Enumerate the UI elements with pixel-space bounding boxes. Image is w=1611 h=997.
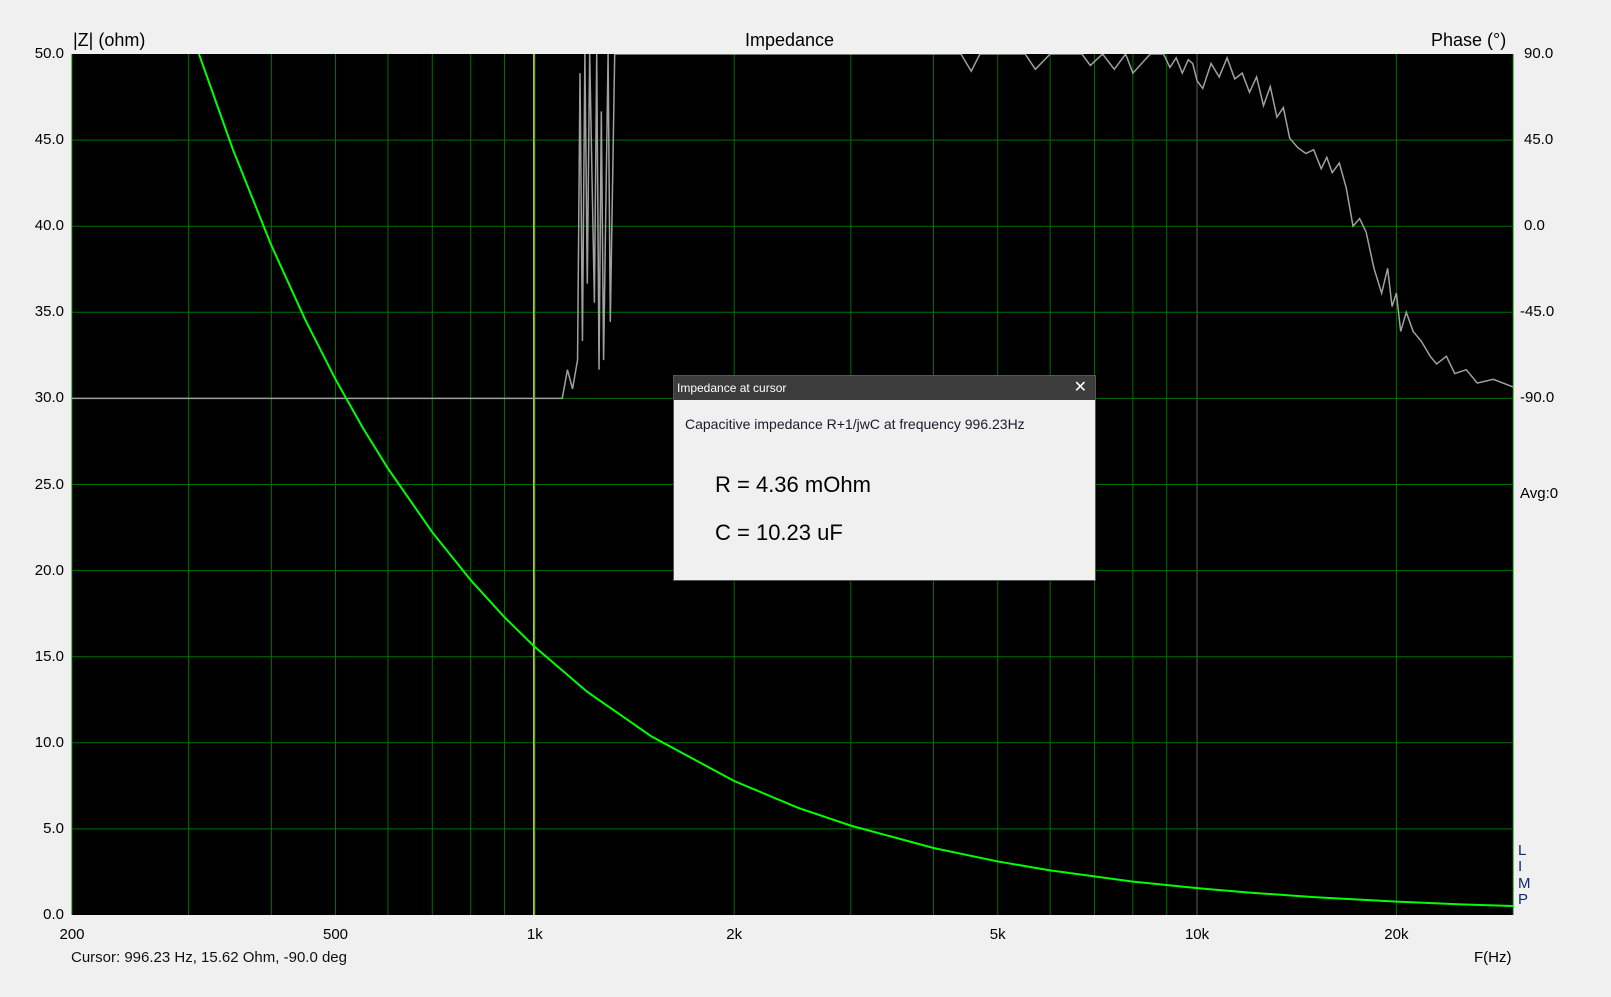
y-axis-label: |Z| (ohm) <box>73 30 146 50</box>
magnitude-series-line <box>198 54 1513 908</box>
y-tick-label: 35.0 <box>34 303 64 321</box>
limp-logo-l: L <box>1518 842 1527 859</box>
x-axis-label: F(Hz) <box>1474 949 1512 966</box>
dialog-title-bar[interactable]: Impedance at cursor ✕ <box>674 376 1095 400</box>
y2-axis-label: Phase (°) <box>1431 30 1507 50</box>
y-tick-label: 45.0 <box>34 131 64 149</box>
phase-tick-label: 90.0 <box>1524 45 1554 62</box>
impedance-at-cursor-dialog[interactable]: Impedance at cursor ✕ Capacitive impedan… <box>673 375 1096 581</box>
limp-logo-m: M <box>1518 875 1531 892</box>
x-tick-label: 1k <box>526 926 543 943</box>
phase-tick-label: -45.0 <box>1520 303 1555 321</box>
y-tick-label: 50.0 <box>34 45 64 62</box>
x-tick-label: 20k <box>1384 926 1409 943</box>
dialog-description: Capacitive impedance R+1/jwC at frequenc… <box>685 416 1025 432</box>
resistance-value: R = 4.36 mOhm <box>715 472 871 497</box>
limp-logo-i: I <box>1518 858 1523 875</box>
phase-tick-label: 0.0 <box>1524 217 1545 235</box>
y-tick-label: 10.0 <box>34 733 64 751</box>
y-tick-label: 5.0 <box>43 819 64 837</box>
phase-tick-label: -90.0 <box>1520 389 1555 407</box>
x-tick-label: 2k <box>726 926 743 943</box>
capacitance-value: C = 10.23 uF <box>715 520 843 545</box>
y-tick-label: 0.0 <box>43 906 64 923</box>
close-icon[interactable]: ✕ <box>1073 379 1087 396</box>
y-tick-label: 30.0 <box>34 389 64 407</box>
y-tick-label: 15.0 <box>34 647 64 665</box>
phase-average-label: Avg:0 <box>1520 485 1559 502</box>
phase-tick-label: 45.0 <box>1524 131 1554 149</box>
cursor-readout: Cursor: 996.23 Hz, 15.62 Ohm, -90.0 deg <box>71 949 347 966</box>
phase-series-line <box>72 54 1513 400</box>
x-tick-label: 5k <box>989 926 1006 943</box>
x-tick-label: 200 <box>59 926 85 943</box>
x-tick-label: 500 <box>322 926 349 943</box>
chart-title: Impedance <box>745 30 835 50</box>
y-tick-label: 20.0 <box>34 561 64 579</box>
x-tick-label: 10k <box>1184 926 1210 943</box>
y-tick-label: 25.0 <box>34 475 64 493</box>
limp-logo-p: P <box>1518 891 1529 908</box>
y-tick-label: 40.0 <box>34 217 64 235</box>
dialog-title: Impedance at cursor <box>677 381 787 395</box>
